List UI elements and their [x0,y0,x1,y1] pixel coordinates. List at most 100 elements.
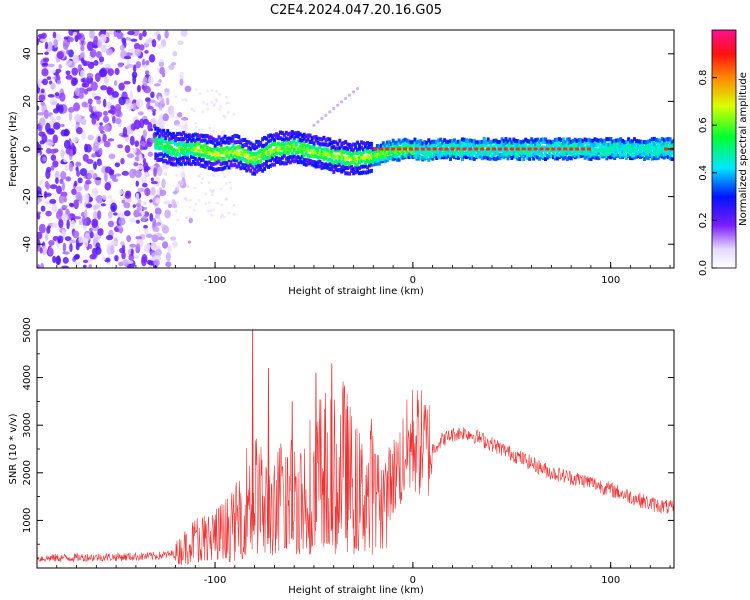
noise-speckle [86,60,91,65]
spectrogram-y-tick-label: 20 [22,95,33,108]
spectrum-cell [284,140,288,145]
noise-speckle [139,144,144,151]
spectrum-cell [454,153,458,158]
noise-speckle [207,201,211,205]
spectrum-cell [597,138,601,143]
spectrum-cell [187,133,191,138]
noise-speckle [79,168,88,177]
spectrum-cell [425,155,429,160]
noise-speckle [153,259,160,267]
spectrum-cell [213,145,217,150]
spectrum-cell [443,148,447,153]
spectrum-cell [338,148,342,153]
spectrum-cell [282,161,286,166]
spectrum-cell [288,141,292,146]
spectrum-cell [439,142,443,147]
spectrum-cell [500,152,504,157]
spectrum-cell [619,137,623,142]
spectrum-cell [514,138,518,143]
spectrum-cell [593,142,597,147]
spectrum-cell [197,141,201,146]
noise-speckle [48,142,54,146]
spectrum-cell [225,150,229,155]
spectrum-cell [267,155,271,160]
spectrum-cell [205,145,209,150]
spectrum-cell [324,156,328,161]
spectrum-cell [512,145,516,150]
noise-speckle [40,38,48,42]
noise-speckle [135,236,143,240]
noise-speckle [202,100,206,104]
spectrum-core [569,147,574,151]
spectrum-cell [176,160,180,165]
spectrum-cell [265,163,269,168]
spectrum-cell [627,137,631,142]
spectrum-cell [650,137,654,142]
spectrum-cell [365,141,369,146]
spectrum-cell [362,170,366,175]
spectrum-cell [253,146,257,151]
spectrum-cell [259,149,263,154]
noise-speckle [80,45,85,52]
noise-speckle [65,70,71,76]
spectrum-cell [172,139,176,144]
spectrum-cell [168,155,172,160]
spectrum-cell [215,147,219,152]
spectrogram-x-tick-label: -100 [204,275,227,286]
noise-speckle [91,91,96,96]
spectrum-cell [419,141,423,146]
spectrum-cell [583,146,587,151]
noise-speckle [56,115,62,121]
spectrum-core [492,147,496,151]
spectrum-cell [375,154,379,159]
spectrum-cell [209,165,213,170]
spectrum-cell [605,156,609,161]
spectrum-cell [417,152,421,157]
spectrum-cell [518,152,522,157]
noise-speckle [114,67,120,76]
noise-speckle [51,222,58,229]
spectrum-cell [445,149,449,154]
spectrum-cell [656,143,660,148]
spectrum-cell [492,150,496,155]
noise-speckle [53,122,61,130]
noise-speckle [57,235,64,244]
spectrum-cell [670,156,674,161]
spectrum-cell [245,143,249,148]
noise-speckle [55,177,59,184]
spectrum-cell [534,144,538,149]
spectrum-cell [441,147,445,152]
spectrum-cell [164,139,168,144]
spectrum-cell [654,138,658,143]
spectrum-cell [534,138,538,143]
spectrum-cell [300,143,304,148]
spectrum-cell [229,153,233,158]
spectrum-cell [170,156,174,161]
noise-speckle [61,265,69,268]
noise-speckle [48,240,55,246]
spectrum-cell [316,155,320,160]
noise-speckle [115,30,122,33]
noise-speckle [114,117,122,125]
spectrum-cell [571,144,575,149]
noise-speckle [176,183,180,187]
spectrum-core [391,147,396,151]
spectrum-cell [619,144,623,149]
noise-speckle [126,235,132,243]
noise-speckle [47,248,53,256]
spectrum-cell [308,154,312,159]
spectrum-cell [423,142,427,147]
spectrum-cell [377,154,381,159]
spectrum-cell [344,149,348,154]
noise-speckle [143,224,148,229]
spectrum-cell [251,160,255,165]
noise-speckle [220,203,224,207]
spectrum-cell [581,151,585,156]
spectrum-cell [158,136,162,141]
spectrum-cell [625,147,629,152]
spectrum-cell [530,137,534,142]
spectrum-cell [514,143,518,148]
spectrum-cell [423,153,427,158]
spectrum-cell [302,136,306,141]
noise-speckle [193,186,197,190]
